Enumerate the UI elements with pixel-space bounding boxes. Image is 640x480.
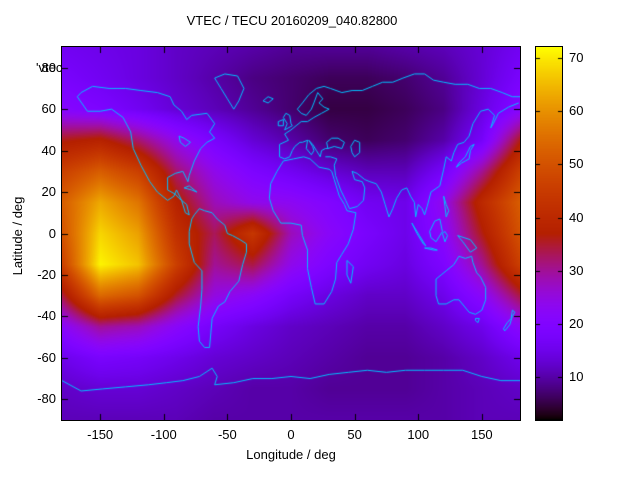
colorbar-tick-label: 40 bbox=[569, 209, 584, 225]
plot-area bbox=[61, 46, 521, 421]
x-tick-label: -100 bbox=[150, 427, 177, 442]
colorbar-tick-label: 60 bbox=[569, 102, 584, 118]
colorbar bbox=[535, 46, 563, 421]
y-tick-label: 60 bbox=[41, 101, 56, 117]
y-tick-label: 40 bbox=[41, 142, 56, 158]
x-tick-label: 50 bbox=[347, 427, 362, 442]
x-tick-label: 150 bbox=[470, 427, 493, 442]
x-tick-label: -50 bbox=[217, 427, 237, 442]
colorbar-tick-label: 20 bbox=[569, 316, 584, 332]
y-axis-label: Latitude / deg bbox=[10, 196, 25, 276]
y-tick-label: -40 bbox=[37, 308, 56, 324]
plot-title: VTEC / TECU 20160209_040.82800 bbox=[186, 13, 398, 28]
colorbar-tick-label: 50 bbox=[569, 156, 584, 172]
colorbar-canvas bbox=[536, 47, 562, 420]
y-tick-label: -60 bbox=[37, 349, 56, 365]
colorbar-tick-label: 30 bbox=[569, 262, 584, 278]
y-tick-label: -80 bbox=[37, 391, 56, 407]
x-axis-label: Longitude / deg bbox=[246, 447, 336, 462]
colorbar-tick-label: 70 bbox=[569, 49, 584, 65]
x-tick-label: -150 bbox=[87, 427, 114, 442]
colorbar-tick-label: 10 bbox=[569, 369, 584, 385]
x-tick-label: 100 bbox=[407, 427, 430, 442]
x-tick-label: 0 bbox=[287, 427, 295, 442]
tec-heatmap-canvas bbox=[62, 47, 520, 420]
